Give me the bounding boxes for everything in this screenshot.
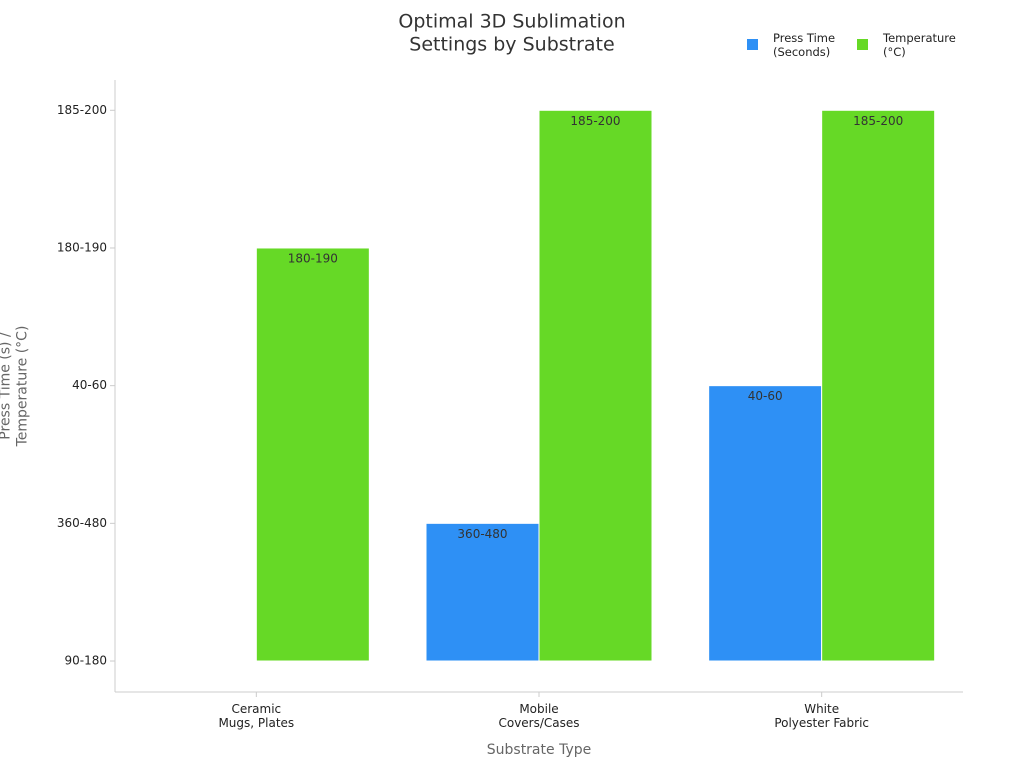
value-label: 40-60 [748, 389, 783, 403]
x-tick-label: Mobile Covers/Cases [498, 701, 579, 729]
y-tick-label: 360-480 [57, 516, 107, 530]
value-label: 180-190 [288, 251, 338, 265]
y-axis-label: Press Time (s) /Temperature (°C) [0, 326, 30, 448]
legend-label: Press Time (Seconds) [773, 31, 835, 59]
bar [255, 247, 370, 662]
y-tick-label: 40-60 [72, 378, 107, 392]
legend-swatch [857, 39, 868, 50]
value-label: 185-200 [570, 114, 620, 128]
x-tick-label: White Polyester Fabric [774, 701, 869, 729]
value-label: 185-200 [853, 114, 903, 128]
x-tick-label: Ceramic Mugs, Plates [218, 701, 294, 729]
bar [538, 109, 653, 662]
y-tick-label: 185-200 [57, 103, 107, 117]
legend-label: Temperature (°C) [882, 31, 956, 59]
bar [708, 385, 823, 662]
chart-title: Optimal 3D Sublimation Settings by Substr… [398, 10, 625, 55]
y-tick-label: 180-190 [57, 240, 107, 254]
value-label: 360-480 [457, 527, 507, 541]
bar [425, 522, 540, 662]
bar [821, 109, 936, 662]
legend-swatch [747, 39, 758, 50]
x-axis-label: Substrate Type [487, 742, 591, 758]
y-tick-label: 90-180 [64, 654, 107, 668]
